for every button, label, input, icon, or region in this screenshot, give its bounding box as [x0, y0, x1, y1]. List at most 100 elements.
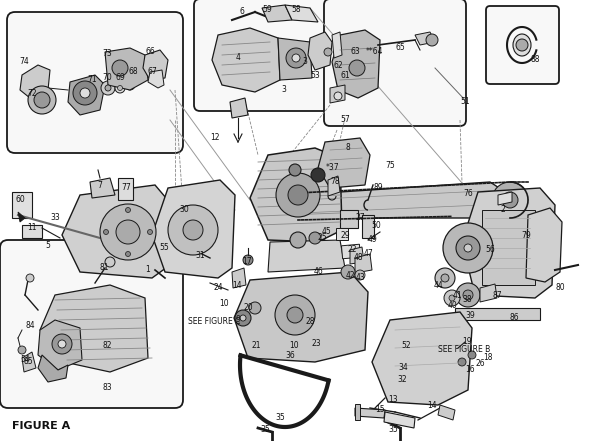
Circle shape	[103, 229, 109, 235]
Polygon shape	[38, 355, 68, 382]
Text: 66: 66	[145, 48, 155, 56]
Polygon shape	[105, 48, 148, 90]
Circle shape	[443, 223, 493, 273]
Circle shape	[18, 346, 26, 354]
Polygon shape	[462, 188, 555, 298]
Text: 68: 68	[128, 67, 138, 76]
Circle shape	[441, 274, 449, 282]
Polygon shape	[480, 284, 497, 302]
Text: 60: 60	[15, 195, 25, 205]
Text: FIGURE A: FIGURE A	[12, 421, 70, 431]
Text: 6: 6	[240, 7, 244, 16]
Text: 35: 35	[275, 412, 285, 422]
Text: 54: 54	[20, 355, 30, 365]
Polygon shape	[152, 180, 235, 278]
FancyBboxPatch shape	[324, 0, 466, 126]
Text: 31: 31	[195, 250, 205, 259]
Text: 61: 61	[340, 71, 350, 79]
Circle shape	[341, 265, 355, 279]
Text: 47: 47	[363, 248, 373, 258]
Circle shape	[125, 80, 135, 90]
Text: 23: 23	[311, 340, 321, 348]
Text: 26: 26	[475, 359, 485, 367]
Circle shape	[100, 204, 156, 260]
Text: 84: 84	[25, 321, 35, 329]
Polygon shape	[38, 320, 82, 370]
Circle shape	[349, 60, 365, 76]
Polygon shape	[332, 30, 380, 98]
Polygon shape	[372, 312, 472, 405]
Circle shape	[426, 34, 438, 46]
Circle shape	[286, 48, 306, 68]
Text: 42: 42	[345, 270, 355, 280]
Circle shape	[275, 295, 315, 335]
Text: 13: 13	[388, 396, 398, 404]
Polygon shape	[90, 178, 115, 198]
Polygon shape	[230, 98, 248, 118]
FancyBboxPatch shape	[0, 240, 183, 408]
Text: 81: 81	[99, 264, 109, 273]
Polygon shape	[262, 5, 292, 22]
Polygon shape	[355, 408, 385, 418]
Circle shape	[468, 351, 476, 359]
Text: 3: 3	[281, 86, 286, 94]
Circle shape	[34, 92, 50, 108]
Polygon shape	[415, 32, 435, 45]
Text: 77: 77	[121, 183, 131, 193]
Circle shape	[311, 168, 325, 182]
Circle shape	[309, 232, 321, 244]
Polygon shape	[498, 192, 512, 205]
Text: 71: 71	[87, 75, 97, 85]
Circle shape	[287, 307, 303, 323]
Text: 28: 28	[305, 318, 314, 326]
Polygon shape	[62, 185, 172, 278]
Text: 19: 19	[462, 337, 472, 347]
Circle shape	[52, 334, 72, 354]
Polygon shape	[212, 28, 280, 92]
Polygon shape	[40, 285, 148, 372]
Circle shape	[444, 290, 460, 306]
Text: 4: 4	[235, 53, 241, 63]
Polygon shape	[328, 176, 340, 196]
Polygon shape	[68, 75, 105, 115]
Circle shape	[58, 340, 66, 348]
Text: 34: 34	[398, 363, 408, 373]
Circle shape	[148, 229, 152, 235]
Circle shape	[73, 81, 97, 105]
Text: 79: 79	[521, 231, 531, 239]
FancyBboxPatch shape	[194, 0, 336, 111]
Polygon shape	[318, 138, 370, 188]
Circle shape	[456, 283, 480, 307]
Text: 38: 38	[462, 295, 472, 304]
Text: 63: 63	[350, 48, 360, 56]
Circle shape	[80, 88, 90, 98]
Circle shape	[116, 220, 140, 244]
Circle shape	[324, 48, 332, 56]
Text: 85: 85	[23, 358, 33, 366]
Text: 25: 25	[317, 233, 327, 243]
Polygon shape	[148, 70, 164, 88]
Text: 2: 2	[501, 206, 506, 214]
Circle shape	[334, 92, 342, 100]
Text: 14: 14	[232, 280, 242, 289]
Polygon shape	[355, 254, 372, 273]
Text: 40: 40	[447, 302, 457, 310]
FancyBboxPatch shape	[7, 12, 183, 153]
Text: 39: 39	[465, 311, 475, 321]
Text: 16: 16	[465, 366, 475, 374]
Text: 73: 73	[102, 49, 112, 59]
Text: 44: 44	[433, 280, 443, 289]
Text: 51: 51	[460, 97, 470, 106]
Text: 22: 22	[348, 246, 357, 254]
Polygon shape	[308, 32, 332, 70]
Text: 52: 52	[401, 340, 411, 350]
Circle shape	[249, 302, 261, 314]
Text: 83: 83	[102, 384, 112, 392]
Bar	[455, 308, 540, 320]
Text: 32: 32	[397, 375, 407, 385]
Text: 14: 14	[427, 401, 437, 411]
Text: 78: 78	[330, 177, 340, 187]
Polygon shape	[22, 352, 36, 372]
Text: 3: 3	[303, 57, 307, 67]
Circle shape	[492, 182, 528, 218]
